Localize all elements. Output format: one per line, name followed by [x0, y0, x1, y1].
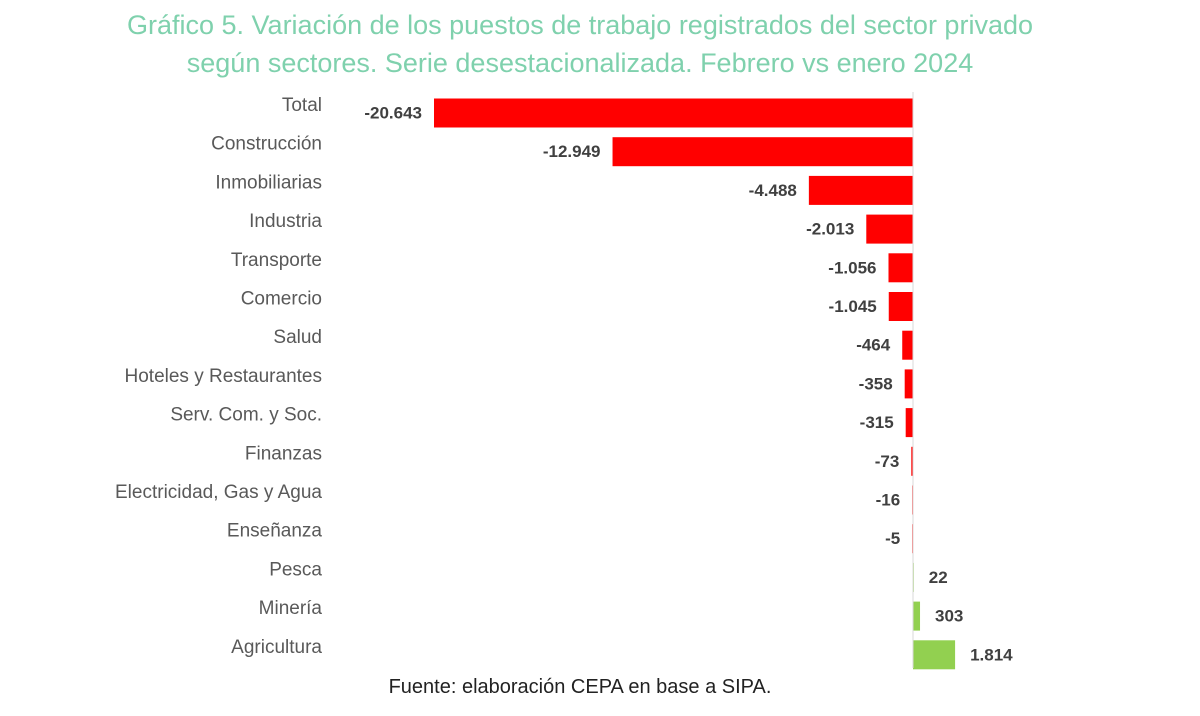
- chart-title-line-2: según sectores. Serie desestacionalizada…: [186, 48, 974, 78]
- value-label: -5: [885, 529, 900, 548]
- category-label: Enseñanza: [227, 521, 323, 542]
- value-label: 1.814: [970, 645, 1013, 664]
- bar: [902, 330, 913, 360]
- value-label: -20.643: [364, 103, 422, 122]
- bar: [904, 369, 913, 399]
- category-label: Hoteles y Restaurantes: [125, 366, 323, 387]
- bar: [808, 175, 913, 205]
- value-label: -358: [859, 374, 893, 393]
- category-label: Minería: [259, 598, 323, 619]
- chart-title-line-1: Gráfico 5. Variación de los puestos de t…: [127, 10, 1033, 40]
- category-label: Construcción: [211, 134, 322, 155]
- chart-source: Fuente: elaboración CEPA en base a SIPA.: [388, 676, 772, 698]
- category-label: Inmobiliarias: [215, 172, 322, 193]
- labels-layer: Total -20.643 Construcción -12.949 Inmobilia…: [115, 95, 1013, 664]
- bar: [913, 601, 921, 631]
- value-label: -315: [860, 413, 894, 432]
- category-label: Pesca: [269, 559, 322, 580]
- category-label: Agricultura: [231, 637, 322, 658]
- value-label: 22: [929, 568, 948, 587]
- value-label: -1.045: [829, 297, 877, 316]
- bar: [434, 98, 913, 128]
- value-label: -73: [875, 452, 900, 471]
- bar: [612, 137, 913, 167]
- bar: [905, 408, 913, 438]
- value-label: -4.488: [749, 181, 797, 200]
- category-label: Industria: [249, 211, 322, 232]
- value-label: -16: [876, 490, 901, 509]
- value-label: -12.949: [543, 142, 601, 161]
- value-label: -1.056: [828, 258, 876, 277]
- bar: [913, 640, 956, 670]
- category-label: Salud: [273, 327, 322, 348]
- value-label: -464: [856, 336, 891, 355]
- category-label: Comercio: [241, 289, 322, 310]
- category-label: Serv. Com. y Soc.: [170, 405, 322, 426]
- category-label: Total: [282, 95, 322, 116]
- value-label: 303: [935, 607, 963, 626]
- bar: [888, 292, 913, 321]
- bar: [866, 214, 913, 244]
- bars-layer: [434, 98, 956, 670]
- bar: [911, 446, 913, 476]
- value-label: -2.013: [806, 220, 854, 239]
- category-label: Finanzas: [245, 443, 322, 464]
- category-label: Transporte: [231, 250, 322, 271]
- bar: [888, 253, 913, 283]
- chart-title: Gráfico 5. Variación de los puestos de t…: [0, 6, 1160, 82]
- category-label: Electricidad, Gas y Agua: [115, 482, 322, 503]
